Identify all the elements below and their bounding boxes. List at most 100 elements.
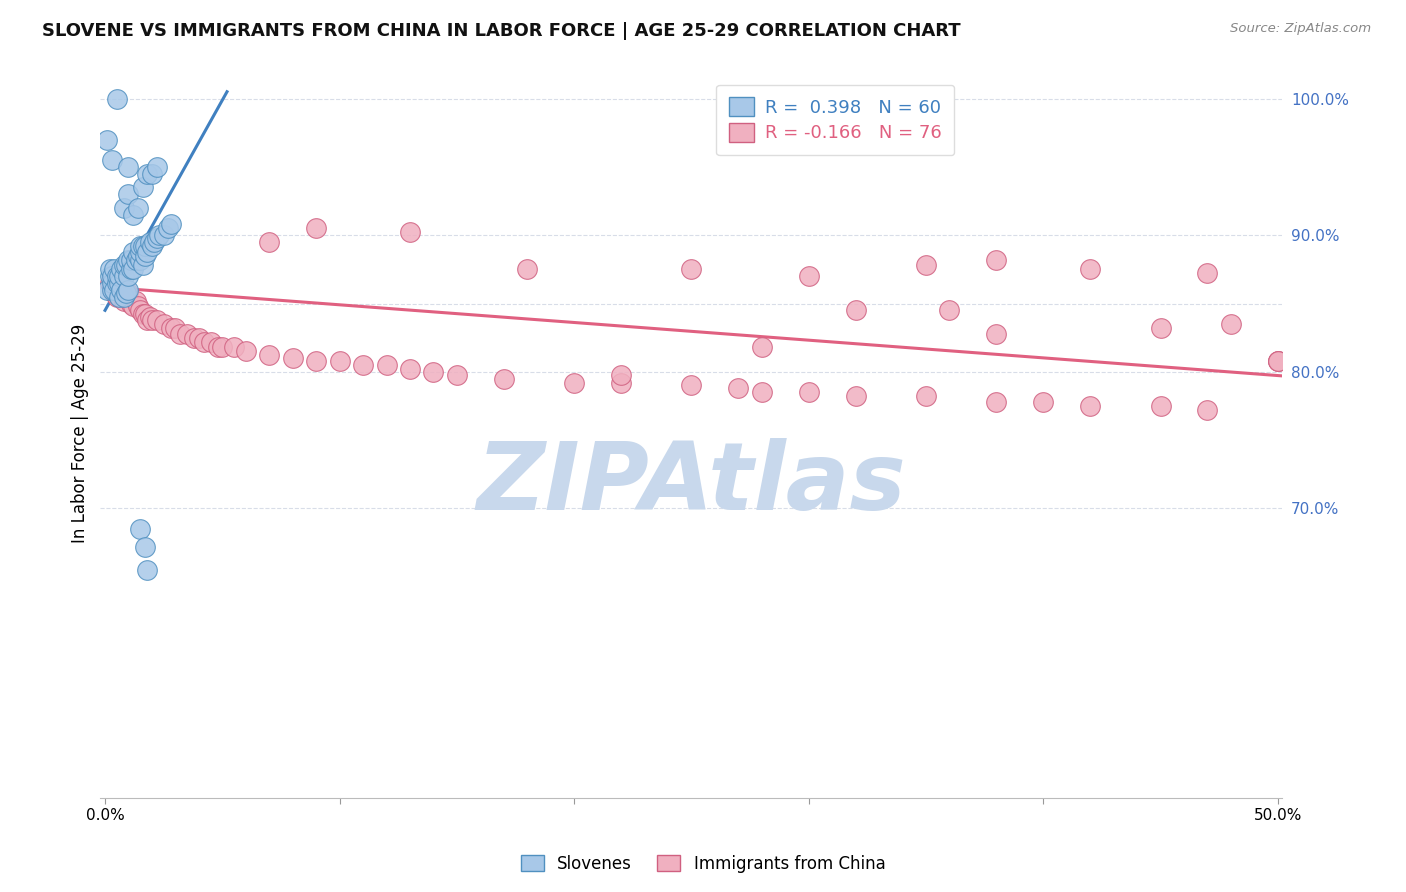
Point [134, 540, 156, 554]
Point [797, 269, 820, 284]
Point [305, 354, 328, 368]
Point [138, 235, 160, 249]
Text: SLOVENE VS IMMIGRANTS FROM CHINA IN LABOR FORCE | AGE 25-29 CORRELATION CHART: SLOVENE VS IMMIGRANTS FROM CHINA IN LABO… [42, 22, 960, 40]
Point [96, 132, 118, 146]
Point [136, 244, 159, 259]
Point [96, 283, 118, 297]
Point [845, 303, 868, 318]
Point [124, 252, 146, 267]
Point [399, 226, 422, 240]
Point [797, 385, 820, 400]
Point [131, 308, 153, 322]
Point [751, 385, 773, 400]
Point [562, 376, 585, 390]
Point [101, 283, 124, 297]
Point [115, 290, 138, 304]
Point [112, 290, 135, 304]
Point [131, 258, 153, 272]
Point [129, 303, 152, 318]
Point [105, 269, 128, 284]
Point [986, 395, 1008, 409]
Point [938, 303, 960, 318]
Point [136, 313, 159, 327]
Point [120, 296, 142, 310]
Point [727, 381, 749, 395]
Point [112, 201, 135, 215]
Point [1267, 354, 1289, 368]
Point [127, 201, 149, 215]
Point [159, 321, 181, 335]
Point [986, 252, 1008, 267]
Point [187, 331, 209, 345]
Point [115, 285, 138, 300]
Point [105, 290, 128, 304]
Point [165, 321, 187, 335]
Point [112, 293, 135, 308]
Point [159, 217, 181, 231]
Point [112, 258, 135, 272]
Point [122, 244, 145, 259]
Point [103, 262, 125, 277]
Point [131, 239, 153, 253]
Point [98, 269, 121, 284]
Point [152, 317, 174, 331]
Point [129, 252, 152, 267]
Point [193, 334, 215, 349]
Point [200, 334, 222, 349]
Point [281, 351, 304, 366]
Point [516, 262, 538, 277]
Legend: R =  0.398   N = 60, R = -0.166   N = 76: R = 0.398 N = 60, R = -0.166 N = 76 [716, 85, 955, 155]
Point [117, 187, 139, 202]
Point [138, 310, 160, 325]
Point [127, 299, 149, 313]
Point [110, 285, 132, 300]
Point [1197, 403, 1219, 417]
Point [492, 371, 515, 385]
Point [986, 326, 1008, 341]
Point [143, 235, 166, 249]
Legend: Slovenes, Immigrants from China: Slovenes, Immigrants from China [513, 848, 893, 880]
Point [134, 249, 156, 263]
Point [103, 285, 125, 300]
Point [117, 252, 139, 267]
Point [105, 276, 128, 290]
Point [446, 368, 468, 382]
Point [169, 326, 191, 341]
Point [117, 160, 139, 174]
Point [1078, 399, 1101, 413]
Point [141, 239, 163, 253]
Point [915, 389, 938, 403]
Point [101, 276, 124, 290]
Point [122, 299, 145, 313]
Point [1267, 354, 1289, 368]
Point [235, 344, 257, 359]
Point [610, 368, 633, 382]
Point [115, 258, 138, 272]
Point [131, 180, 153, 194]
Point [120, 262, 142, 277]
Point [141, 167, 163, 181]
Point [422, 365, 444, 379]
Point [211, 340, 233, 354]
Point [134, 308, 156, 322]
Point [117, 283, 139, 297]
Point [375, 358, 398, 372]
Point [101, 283, 124, 297]
Point [148, 228, 170, 243]
Point [1149, 321, 1171, 335]
Point [129, 239, 152, 253]
Text: ZIPAtlas: ZIPAtlas [477, 438, 907, 531]
Point [1078, 262, 1101, 277]
Point [110, 283, 132, 297]
Point [145, 231, 167, 245]
Point [108, 290, 131, 304]
Point [134, 239, 156, 253]
Point [1149, 399, 1171, 413]
Point [152, 228, 174, 243]
Point [681, 262, 703, 277]
Point [222, 340, 245, 354]
Point [145, 160, 167, 174]
Point [117, 269, 139, 284]
Point [681, 378, 703, 392]
Point [108, 290, 131, 304]
